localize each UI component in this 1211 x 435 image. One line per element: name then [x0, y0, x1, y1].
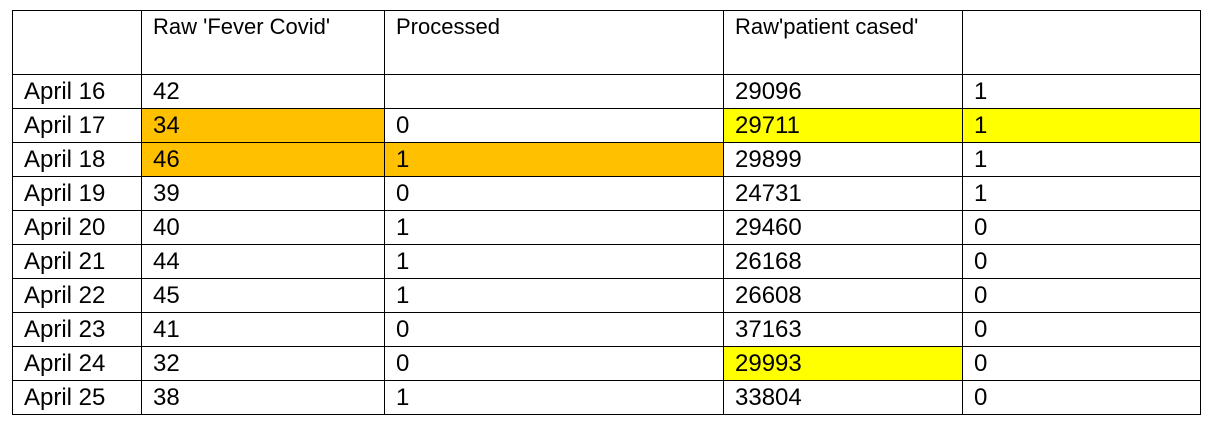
processed-cell: 1 [384, 244, 724, 279]
date-cell: April 16 [12, 74, 142, 109]
patient-cell: 26168 [723, 244, 963, 279]
covid-data-table: Raw 'Fever Covid' Processed Raw'patient … [12, 10, 1201, 415]
processed-cell: 0 [384, 176, 724, 211]
patient-cell: 29711 [723, 108, 963, 143]
processed-cell: 0 [384, 346, 724, 381]
date-cell: April 19 [12, 176, 142, 211]
fever-cell: 32 [141, 346, 385, 381]
flag-cell: 0 [962, 244, 1201, 279]
flag-cell: 1 [962, 176, 1201, 211]
patient-cell: 29993 [723, 346, 963, 381]
table-row: April 16 42 29096 1 [12, 74, 1201, 109]
date-cell: April 17 [12, 108, 142, 143]
processed-cell: 1 [384, 278, 724, 313]
fever-cell: 38 [141, 380, 385, 415]
table-row: April 22 45 1 26608 0 [12, 278, 1201, 313]
fever-cell: 42 [141, 74, 385, 109]
flag-cell: 0 [962, 312, 1201, 347]
table-row: April 23 41 0 37163 0 [12, 312, 1201, 347]
flag-cell: 1 [962, 108, 1201, 143]
date-cell: April 22 [12, 278, 142, 313]
header-processed: Processed [384, 10, 724, 75]
table-row: April 19 39 0 24731 1 [12, 176, 1201, 211]
table-row: April 18 46 1 29899 1 [12, 142, 1201, 177]
fever-cell: 39 [141, 176, 385, 211]
flag-cell: 0 [962, 346, 1201, 381]
patient-cell: 29899 [723, 142, 963, 177]
table-row: April 21 44 1 26168 0 [12, 244, 1201, 279]
fever-cell: 34 [141, 108, 385, 143]
date-cell: April 20 [12, 210, 142, 245]
processed-cell [384, 74, 724, 109]
flag-cell: 1 [962, 142, 1201, 177]
table-row: April 20 40 1 29460 0 [12, 210, 1201, 245]
processed-cell: 0 [384, 108, 724, 143]
header-flag [962, 10, 1201, 75]
processed-cell: 1 [384, 210, 724, 245]
patient-cell: 29460 [723, 210, 963, 245]
date-cell: April 24 [12, 346, 142, 381]
fever-cell: 44 [141, 244, 385, 279]
header-raw-patient-cased: Raw'patient cased' [723, 10, 963, 75]
table-row: April 25 38 1 33804 0 [12, 380, 1201, 415]
date-cell: April 18 [12, 142, 142, 177]
date-cell: April 25 [12, 380, 142, 415]
flag-cell: 1 [962, 74, 1201, 109]
flag-cell: 0 [962, 210, 1201, 245]
fever-cell: 40 [141, 210, 385, 245]
date-cell: April 23 [12, 312, 142, 347]
header-row: Raw 'Fever Covid' Processed Raw'patient … [12, 10, 1201, 75]
table-row: April 24 32 0 29993 0 [12, 346, 1201, 381]
flag-cell: 0 [962, 380, 1201, 415]
patient-cell: 24731 [723, 176, 963, 211]
patient-cell: 29096 [723, 74, 963, 109]
fever-cell: 41 [141, 312, 385, 347]
table-row: April 17 34 0 29711 1 [12, 108, 1201, 143]
header-raw-fever-covid: Raw 'Fever Covid' [141, 10, 385, 75]
fever-cell: 46 [141, 142, 385, 177]
header-date [12, 10, 142, 75]
patient-cell: 33804 [723, 380, 963, 415]
flag-cell: 0 [962, 278, 1201, 313]
processed-cell: 1 [384, 380, 724, 415]
date-cell: April 21 [12, 244, 142, 279]
processed-cell: 1 [384, 142, 724, 177]
patient-cell: 37163 [723, 312, 963, 347]
patient-cell: 26608 [723, 278, 963, 313]
processed-cell: 0 [384, 312, 724, 347]
fever-cell: 45 [141, 278, 385, 313]
